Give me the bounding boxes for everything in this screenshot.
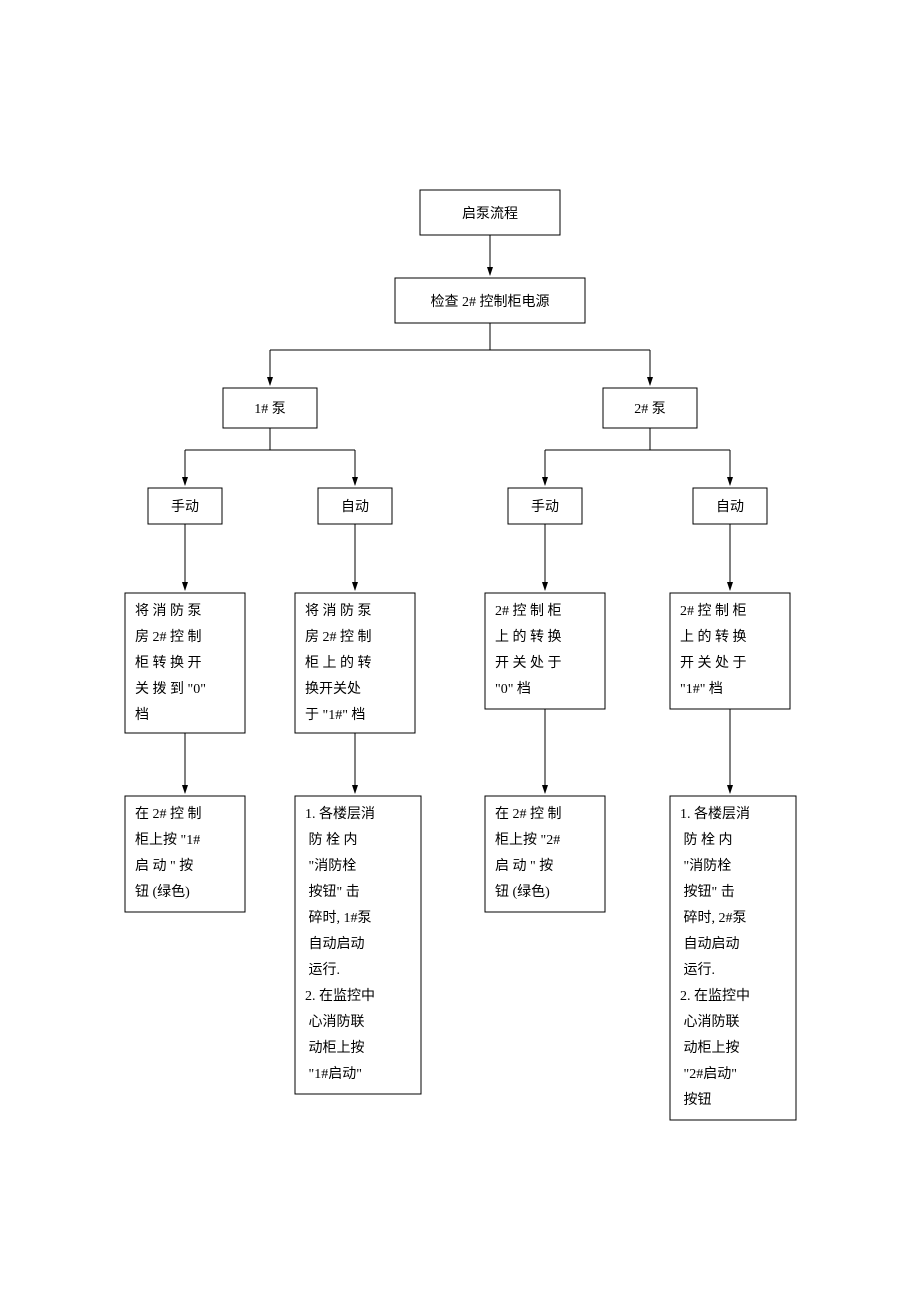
node-p2-manual: 手动 <box>508 488 582 524</box>
node-n10: 将 消 防 泵房 2# 控 制柜 上 的 转换开关处于 "1#" 档 <box>295 593 415 733</box>
node-p1-manual: 手动 <box>148 488 222 524</box>
node-n11: 2# 控 制 柜上 的 转 换开 关 处 于"0" 档 <box>485 593 605 709</box>
node-check-label: 检查 2# 控制柜电源 <box>431 294 550 310</box>
node-pump2-label: 2# 泵 <box>634 402 666 417</box>
node-check: 检查 2# 控制柜电源 <box>395 278 585 323</box>
node-pump1: 1# 泵 <box>223 388 317 428</box>
node-n13: 在 2# 控 制柜上按 "1#启 动 " 按钮 (绿色) <box>125 796 245 912</box>
node-start: 启泵流程 <box>420 190 560 235</box>
node-start-label: 启泵流程 <box>462 206 518 222</box>
node-p1-auto: 自动 <box>318 488 392 524</box>
node-p1-auto-label: 自动 <box>341 499 369 515</box>
node-p2-auto-label: 自动 <box>716 499 744 515</box>
node-pump2: 2# 泵 <box>603 388 697 428</box>
node-pump1-label: 1# 泵 <box>254 402 286 417</box>
node-n14: 1. 各楼层消 防 栓 内 "消防栓 按钮" 击 碎时, 1#泵 自动启动 运行… <box>295 796 421 1094</box>
node-p2-auto: 自动 <box>693 488 767 524</box>
node-n9: 将 消 防 泵房 2# 控 制柜 转 换 开关 拨 到 "0"档 <box>125 593 245 733</box>
node-n16: 1. 各楼层消 防 栓 内 "消防栓 按钮" 击 碎时, 2#泵 自动启动 运行… <box>670 796 796 1120</box>
node-p1-manual-label: 手动 <box>171 499 199 515</box>
node-n15: 在 2# 控 制柜上按 "2#启 动 " 按钮 (绿色) <box>485 796 605 912</box>
node-p2-manual-label: 手动 <box>531 499 559 515</box>
node-n12: 2# 控 制 柜上 的 转 换开 关 处 于"1#" 档 <box>670 593 790 709</box>
